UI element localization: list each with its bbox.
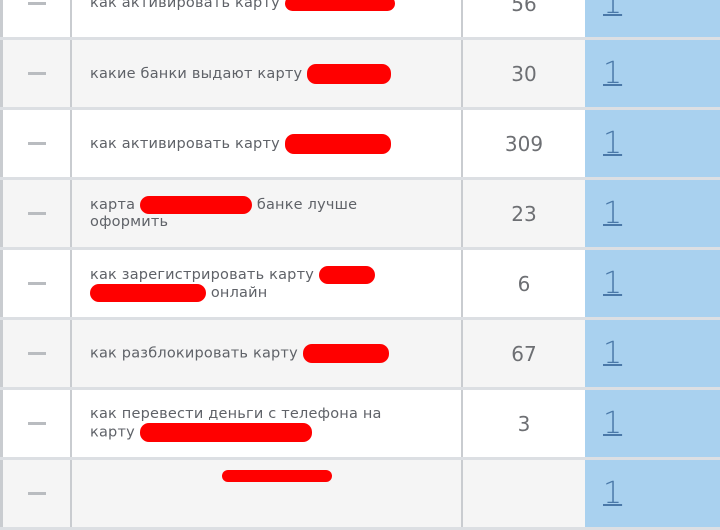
table-row: 1 xyxy=(0,460,720,530)
query-text xyxy=(222,468,332,485)
position-link[interactable]: 1 xyxy=(603,0,623,21)
minus-icon[interactable] xyxy=(27,492,46,495)
collapse-cell[interactable] xyxy=(0,40,72,107)
table-row: как разблокировать карту 67 1 xyxy=(0,320,720,390)
position-link[interactable]: 1 xyxy=(603,126,623,161)
frequency-value: 3 xyxy=(517,411,531,436)
collapse-cell[interactable] xyxy=(0,460,72,527)
table-row: как зарегистрировать карту онлайн 6 1 xyxy=(0,250,720,320)
position-link[interactable]: 1 xyxy=(603,336,623,371)
collapse-cell[interactable] xyxy=(0,0,72,37)
table-row: карта банке лучше оформить 23 1 xyxy=(0,180,720,250)
redaction-mark xyxy=(140,196,252,214)
query-text: как разблокировать карту xyxy=(90,344,389,363)
table-row: как активировать карту 56 1 xyxy=(0,0,720,40)
table-row: какие банки выдают карту 30 1 xyxy=(0,40,720,110)
position-link[interactable]: 1 xyxy=(603,266,623,301)
collapse-cell[interactable] xyxy=(0,110,72,177)
frequency-value: 30 xyxy=(511,61,537,86)
query-text: какие банки выдают карту xyxy=(90,63,392,84)
frequency-value: 309 xyxy=(504,131,544,156)
collapse-cell[interactable] xyxy=(0,180,72,247)
query-text: как зарегистрировать карту онлайн xyxy=(90,265,421,302)
query-text: как активировать карту xyxy=(90,0,395,12)
minus-icon[interactable] xyxy=(27,352,46,355)
query-text: карта банке лучше оформить xyxy=(90,196,358,230)
redaction-mark xyxy=(90,283,206,302)
minus-icon[interactable] xyxy=(27,2,46,5)
minus-icon[interactable] xyxy=(27,422,46,425)
redaction-mark xyxy=(284,0,395,11)
position-link[interactable]: 1 xyxy=(603,476,623,511)
frequency-value xyxy=(463,460,585,527)
position-link[interactable]: 1 xyxy=(603,406,623,441)
redaction-mark xyxy=(307,63,392,84)
redaction-mark xyxy=(284,133,391,154)
query-text: как активировать карту xyxy=(90,133,391,154)
redaction-mark xyxy=(302,344,389,363)
collapse-cell[interactable] xyxy=(0,390,72,457)
table-row: как активировать карту 309 1 xyxy=(0,110,720,180)
minus-icon[interactable] xyxy=(27,282,46,285)
minus-icon[interactable] xyxy=(27,72,46,75)
query-text: как перевести деньги с телефона на карту xyxy=(90,405,382,442)
position-link[interactable]: 1 xyxy=(603,196,623,231)
redaction-mark xyxy=(139,422,312,442)
redaction-mark xyxy=(222,470,332,482)
frequency-value: 6 xyxy=(517,271,531,296)
frequency-value: 56 xyxy=(511,0,537,16)
frequency-value: 23 xyxy=(511,201,537,226)
collapse-cell[interactable] xyxy=(0,250,72,317)
frequency-value: 67 xyxy=(511,341,537,366)
minus-icon[interactable] xyxy=(27,212,46,215)
redaction-mark xyxy=(318,265,375,284)
position-link[interactable]: 1 xyxy=(603,56,623,91)
collapse-cell[interactable] xyxy=(0,320,72,387)
minus-icon[interactable] xyxy=(27,142,46,145)
table-row: как перевести деньги с телефона на карту… xyxy=(0,390,720,460)
